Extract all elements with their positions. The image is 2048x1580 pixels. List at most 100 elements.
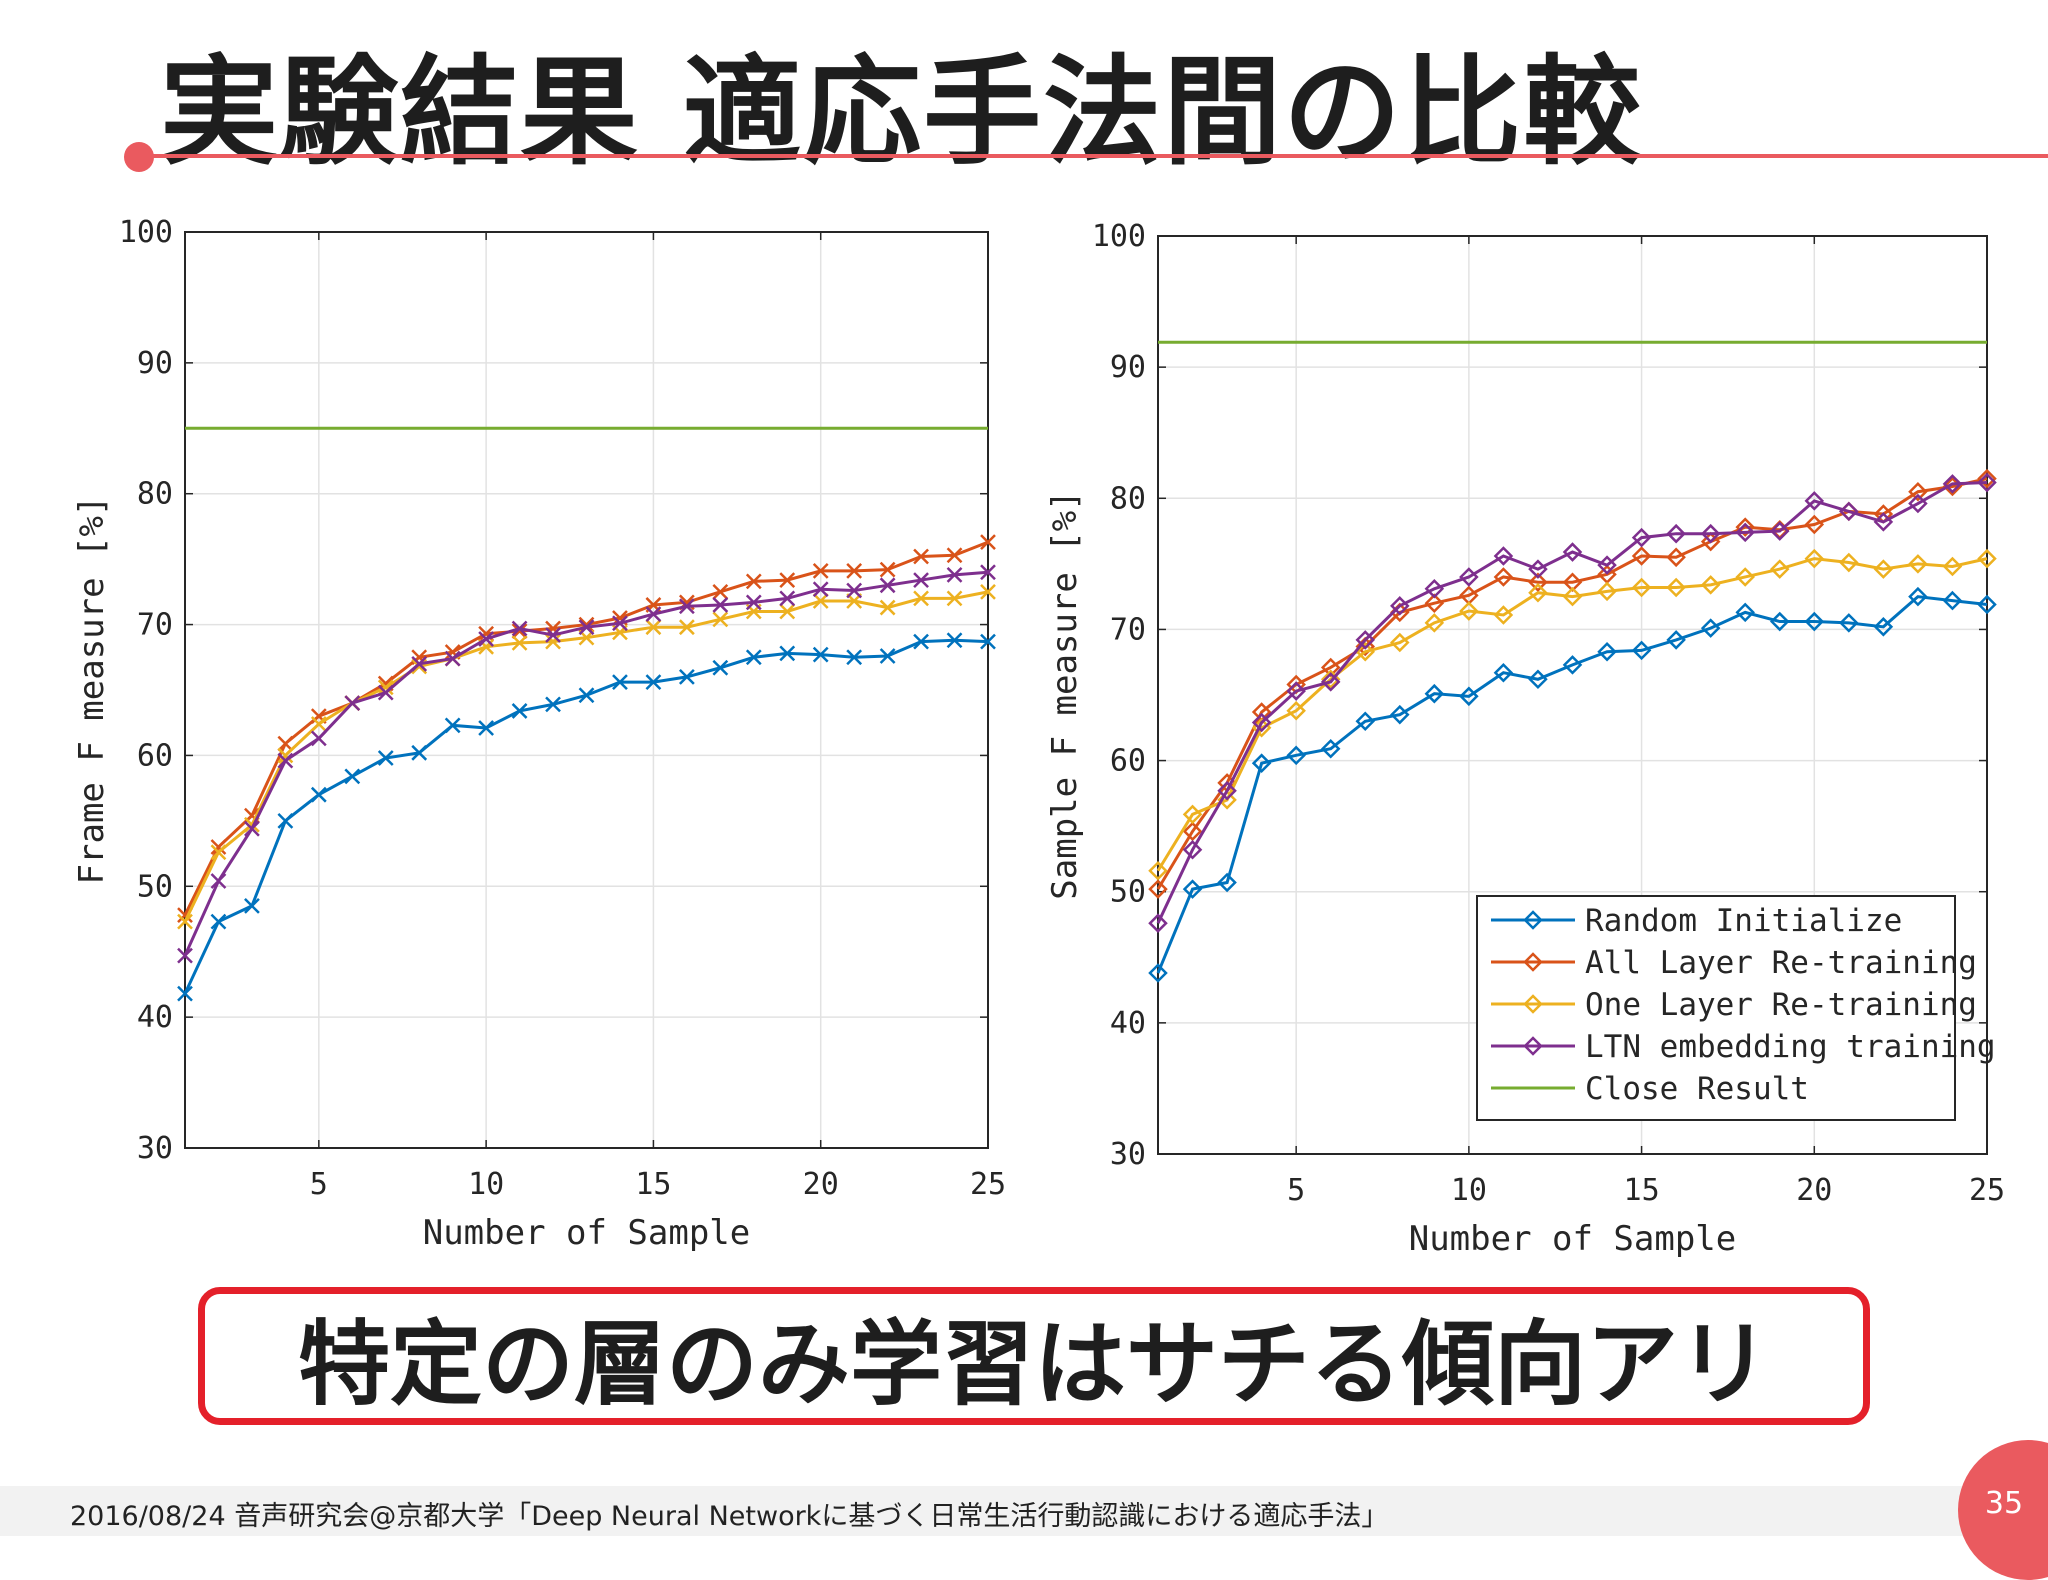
data-point — [612, 615, 628, 632]
data-point — [1839, 552, 1859, 573]
data-point — [1873, 617, 1894, 637]
data-point — [1666, 630, 1686, 650]
data-point — [1700, 618, 1721, 638]
data-point — [1528, 582, 1548, 603]
x-tick-label: 5 — [310, 1167, 328, 1202]
data-point — [1355, 711, 1376, 731]
data-point — [712, 611, 729, 628]
y-tick-label: 70 — [1110, 612, 1146, 647]
data-point — [1942, 590, 1963, 611]
data-point — [1631, 527, 1652, 548]
data-point — [645, 606, 662, 622]
data-point — [377, 750, 394, 766]
data-point — [1217, 872, 1237, 893]
data-point — [1523, 910, 1543, 930]
data-point — [244, 820, 260, 837]
data-point — [244, 898, 260, 914]
x-tick-label: 15 — [635, 1167, 671, 1202]
data-point — [1735, 522, 1755, 543]
data-point — [444, 717, 461, 734]
data-point — [1597, 581, 1617, 602]
title-underline — [140, 154, 2048, 158]
y-tick-label: 90 — [1110, 350, 1146, 385]
data-point — [812, 581, 829, 598]
data-point — [1908, 586, 1928, 607]
y-tick-label: 100 — [119, 215, 173, 250]
y-tick-label: 30 — [137, 1131, 173, 1166]
data-point — [310, 716, 327, 732]
data-point — [1700, 531, 1721, 552]
data-point — [946, 632, 963, 649]
data-point — [1631, 546, 1652, 566]
data-point — [779, 603, 796, 620]
data-point — [980, 583, 996, 600]
series-line — [1156, 477, 1988, 890]
data-point — [1562, 655, 1583, 675]
data-point — [1355, 641, 1376, 662]
data-point — [1493, 605, 1514, 625]
legend-box — [1476, 895, 1956, 1121]
x-axis-label: Number of Sample — [423, 1213, 751, 1253]
data-point — [1320, 739, 1341, 759]
legend-label: One Layer Re-training — [1585, 987, 1977, 1023]
data-point — [411, 744, 428, 761]
data-point — [1217, 780, 1237, 801]
data-point — [913, 548, 929, 565]
conclusion-callout: 特定の層のみ学習はサチる傾向アリ — [198, 1287, 1870, 1425]
data-point — [779, 572, 796, 588]
data-point — [1493, 546, 1514, 566]
data-point — [645, 619, 662, 636]
data-point — [745, 573, 762, 590]
series-line-2 — [177, 534, 996, 923]
y-tick-label: 50 — [1110, 875, 1146, 910]
series-line — [1156, 557, 1988, 872]
data-point — [1286, 700, 1306, 721]
data-point — [1424, 683, 1445, 704]
data-point — [1523, 994, 1543, 1014]
data-point — [1666, 547, 1686, 568]
frame-f-measure-chart: 5 10 15 20 25 30 40 50 60 70 80 90 100 Number of Samp… — [72, 215, 1006, 1253]
data-point — [545, 696, 561, 713]
x-tick-label: 10 — [468, 1167, 504, 1202]
data-point — [712, 597, 729, 613]
data-point — [1977, 548, 1997, 569]
series-line-4 — [177, 564, 996, 964]
data-point — [344, 768, 361, 785]
data-point — [846, 582, 863, 599]
y-tick-label: 70 — [137, 608, 173, 643]
data-point — [1908, 493, 1928, 514]
data-point — [645, 674, 662, 691]
data-point — [1873, 559, 1894, 579]
data-point — [1148, 860, 1168, 881]
data-point — [1148, 963, 1168, 983]
series-line — [183, 540, 989, 916]
data-point — [578, 687, 595, 704]
y-tick-label: 50 — [137, 869, 173, 904]
data-point — [1942, 474, 1963, 494]
data-point — [1942, 556, 1963, 577]
data-point — [1182, 839, 1203, 860]
legend-item: Random Initialize — [1491, 903, 1902, 939]
data-point — [1977, 594, 1997, 615]
y-tick-label: 60 — [1110, 744, 1146, 779]
data-point — [1735, 602, 1755, 623]
data-point — [812, 646, 829, 663]
data-point — [1804, 491, 1825, 511]
data-point — [1804, 611, 1825, 632]
data-point — [678, 669, 695, 685]
data-point — [879, 577, 896, 594]
footer-text: 2016/08/24 音声研究会@京都大学「Deep Neural Networ… — [70, 1501, 1389, 1532]
legend-item: One Layer Re-training — [1491, 987, 1977, 1023]
x-tick-label: 5 — [1287, 1173, 1305, 1208]
data-point — [1182, 804, 1203, 825]
data-point — [177, 913, 193, 930]
data-point — [1286, 681, 1306, 701]
data-point — [277, 812, 294, 829]
data-point — [980, 633, 996, 650]
data-point — [277, 752, 294, 769]
data-point — [1839, 613, 1859, 633]
series-line — [1156, 481, 1988, 924]
x-tick-label: 10 — [1451, 1173, 1487, 1208]
legend-item: All Layer Re-training — [1491, 945, 1977, 981]
data-point — [1182, 879, 1203, 899]
